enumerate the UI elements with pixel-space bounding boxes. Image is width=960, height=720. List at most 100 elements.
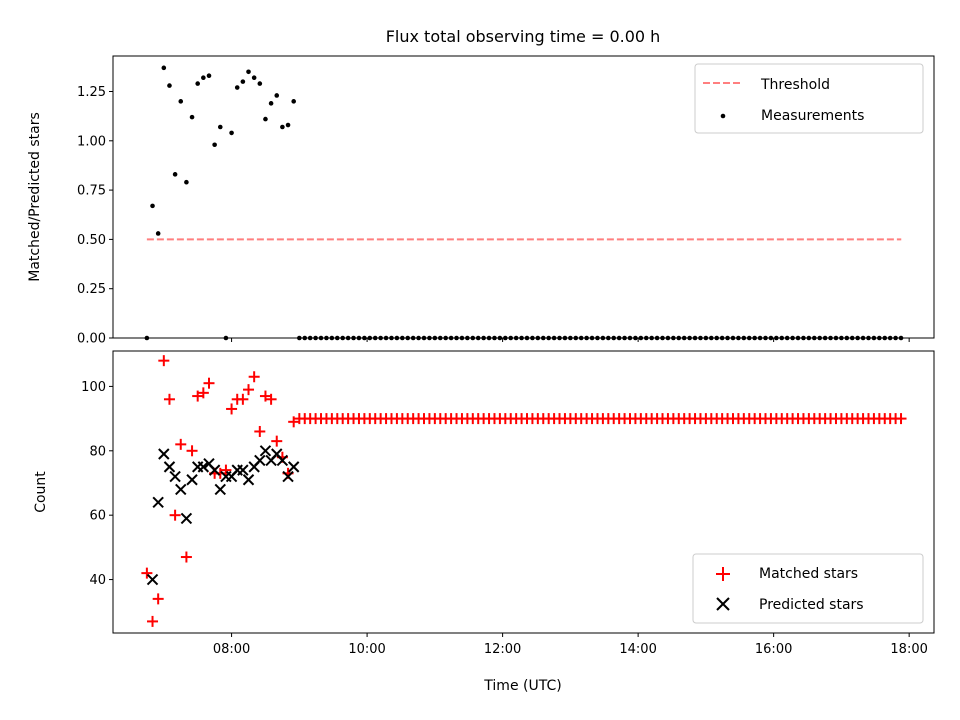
measurement-point [268,101,274,106]
matched-star-point [288,416,300,428]
top-panel: 0.00 0.25 0.50 0.75 1.00 1.25 Matched/Predict… [27,55,935,347]
predicted-star-point [276,454,289,467]
top-y-tick-label: 1.25 [77,85,106,100]
top-y-tick-label: 0.75 [77,184,106,199]
bottom-axes-frame [112,350,935,634]
matched-star-point [248,371,260,383]
bottom-x-tick-label: 18:00 [890,642,927,657]
measurement-point [167,83,172,88]
predicted-x-b [186,474,198,486]
bottom-y-axis-label: Count [33,471,49,513]
bottom-y-tick-label: 60 [89,509,106,524]
bottom-x-tick-label: 16:00 [755,642,792,657]
predicted-star-point [169,470,181,483]
top-y-tick-label: 1.00 [77,134,106,149]
measurement-point [206,73,212,79]
predicted-x-b [163,461,176,473]
measurement-point [201,75,206,80]
matched-star-point [237,393,249,405]
predicted-x-b [271,448,283,460]
predicted-x-b [175,483,187,496]
measurement-point [285,122,291,128]
measurement-point [229,130,234,136]
chart-title: Flux total observing time = 0.00 h [386,27,661,46]
predicted-x-b [180,512,193,525]
predicted-star-point [152,496,164,509]
predicted-star-point [208,464,221,476]
bottom-y-tick-label: 40 [89,573,106,588]
predicted-star-point [175,483,187,496]
predicted-x-b [254,454,266,467]
bottom-legend-box [692,553,924,624]
predicted-x-b [287,461,300,473]
measurement-point [172,172,178,177]
matched-star-point [175,438,187,450]
bottom-legend: Matched stars Predicted stars [692,553,924,624]
predicted-star-point [163,461,176,473]
bottom-plot-marks [141,355,907,627]
matched-star-point [254,425,266,437]
bottom-x-tick-label: 14:00 [619,642,656,657]
measurement-point [240,79,246,84]
matched-star-point [158,355,170,367]
predicted-star-point [180,512,193,525]
legend-predicted-swatch [716,597,730,611]
matched-star-point [203,377,215,389]
predicted-x-b [214,483,226,496]
measurement-point [246,69,251,75]
measurement-point [189,114,195,120]
top-axes-frame [112,55,935,339]
measurement-point [251,75,257,80]
predicted-star-point [259,445,272,457]
measurement-point [274,93,280,98]
bottom-x-tick-label: 08:00 [213,642,250,657]
measurement-point [178,99,184,104]
matched-star-point [147,615,159,627]
measurement-point [155,231,161,236]
top-y-tick-label: 0.25 [77,282,106,297]
bottom-y-tick-label: 80 [89,444,106,459]
matched-star-point [186,445,198,457]
measurement-point [195,81,200,86]
measurement-point [263,116,268,122]
predicted-x-b [282,470,294,483]
matched-star-point [180,551,192,563]
measurement-point [184,179,189,185]
matched-star-point [220,464,232,476]
top-y-tick-label: 0.50 [77,233,106,248]
predicted-x-b [152,496,164,509]
matched-star-point [169,509,181,521]
predicted-star-point [158,448,170,460]
predicted-star-point [237,464,249,476]
predicted-x-b [169,470,181,483]
predicted-star-point [146,573,159,586]
predicted-star-point [197,461,210,473]
matched-star-point [197,387,209,399]
predicted-x-b [208,464,221,476]
bottom-axis-ticks: 08:00 10:00 12:00 14:00 16:00 18:00 40 60 80 100 [81,380,928,657]
bottom-x-tick-label: 12:00 [484,642,521,657]
predicted-star-point [254,454,266,467]
measurement-point [161,65,167,71]
measurement-point [217,124,223,130]
matched-star-point [895,413,907,425]
measurement-point [234,85,240,90]
matched-star-point [226,403,238,415]
predicted-x-b [146,573,159,586]
legend-matched-swatch [716,567,730,581]
predicted-x-b [158,448,170,460]
legend-threshold-label: Threshold [760,77,830,93]
predicted-star-point [287,461,300,473]
matched-star-point [271,435,283,447]
predicted-x-b [197,461,210,473]
predicted-x-b [237,464,249,476]
top-y-axis-label: Matched/Predicted stars [27,112,43,282]
predicted-star-point [214,483,226,496]
measurement-point [291,99,296,104]
bottom-x-tick-label: 10:00 [348,642,385,657]
legend-predicted-label: Predicted stars [759,597,864,613]
predicted-star-point [282,470,294,483]
measurement-point [212,142,217,148]
bottom-y-tick-label: 100 [81,380,106,395]
